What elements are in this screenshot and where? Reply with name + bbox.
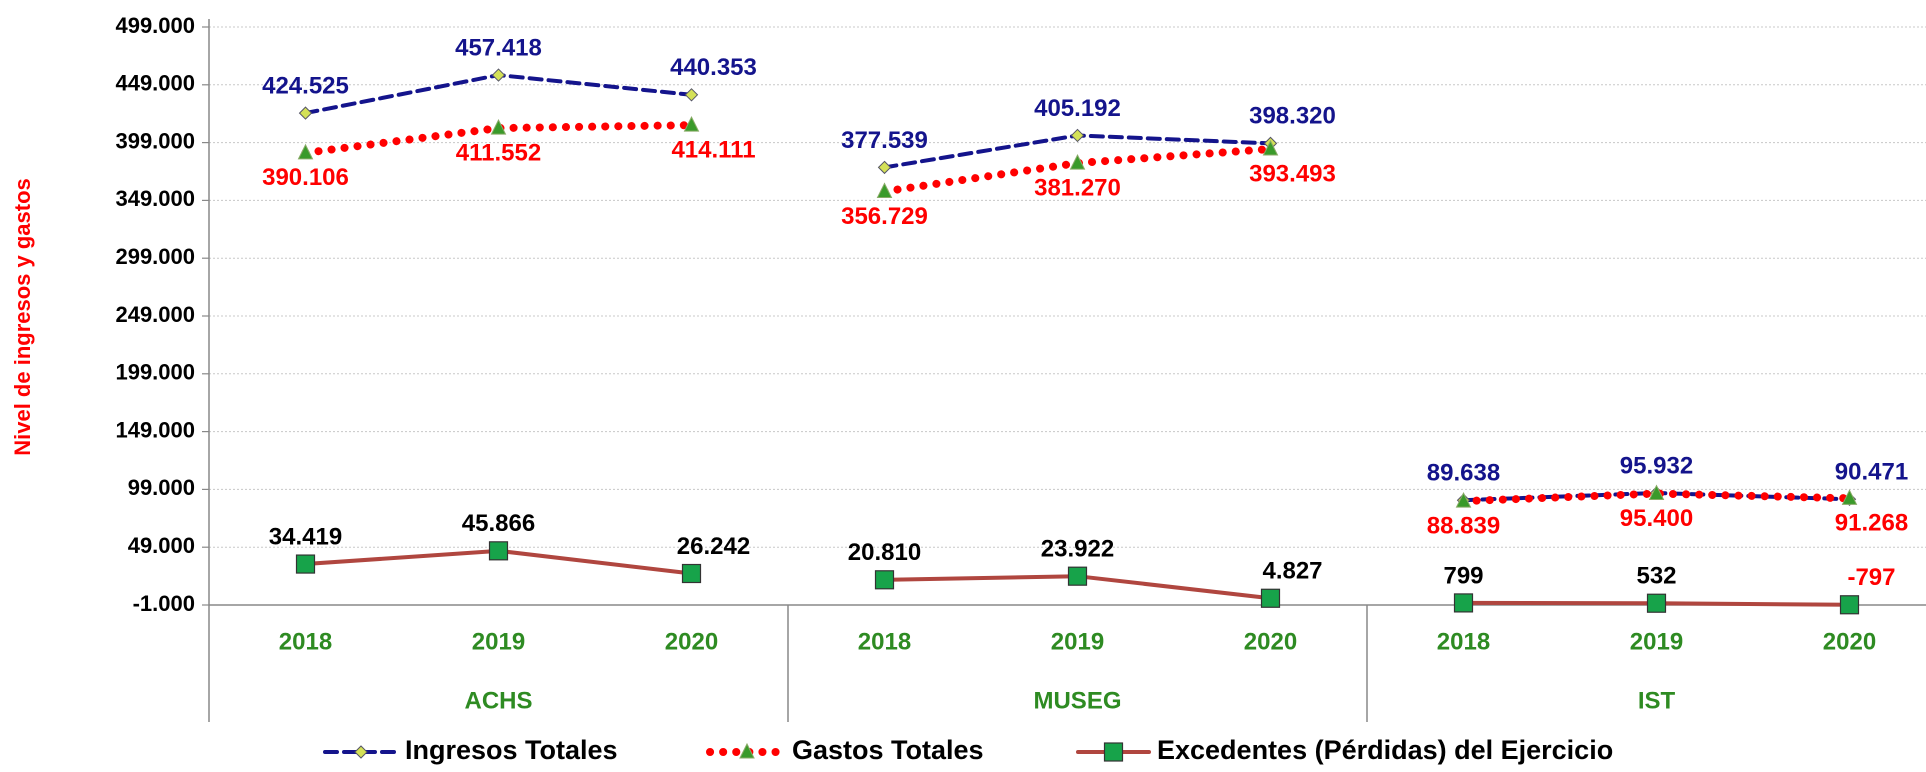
data-label: 398.320 xyxy=(1249,103,1336,130)
marker xyxy=(1648,484,1665,501)
x-tick-label: 2019 xyxy=(1051,628,1104,655)
marker xyxy=(684,88,699,102)
y-tick-label: 199.000 xyxy=(115,360,195,385)
marker xyxy=(681,563,702,584)
data-label: 34.419 xyxy=(269,523,342,550)
legend-label: Excedentes (Pérdidas) del Ejercicio xyxy=(1157,735,1613,765)
marker xyxy=(295,554,316,574)
data-label: 411.552 xyxy=(456,139,541,166)
marker xyxy=(488,541,509,561)
data-label: 26.242 xyxy=(677,533,750,560)
data-label: 356.729 xyxy=(841,203,928,230)
data-label: 23.922 xyxy=(1041,536,1114,563)
group-label: MUSEG xyxy=(1033,687,1121,714)
data-label: 91.268 xyxy=(1835,510,1908,537)
data-label: 89.638 xyxy=(1427,460,1500,487)
data-label: 88.839 xyxy=(1427,512,1500,539)
data-label: 405.192 xyxy=(1034,95,1121,122)
marker xyxy=(354,745,368,759)
x-tick-label: 2019 xyxy=(1630,628,1683,655)
x-tick-label: 2018 xyxy=(279,628,332,655)
data-label: -797 xyxy=(1847,564,1895,591)
y-tick-label: 349.000 xyxy=(115,186,195,211)
x-tick-label: 2018 xyxy=(858,628,911,655)
data-label: 440.353 xyxy=(670,54,757,81)
x-tick-label: 2020 xyxy=(665,628,718,655)
legend-label: Gastos Totales xyxy=(792,735,984,765)
data-label: 95.932 xyxy=(1620,452,1693,479)
y-tick-label: 399.000 xyxy=(115,128,195,153)
marker xyxy=(1455,492,1472,508)
group-label: IST xyxy=(1638,687,1676,714)
data-label: 95.400 xyxy=(1620,505,1693,532)
data-label: 90.471 xyxy=(1835,459,1908,486)
y-tick-label: 99.000 xyxy=(128,475,195,500)
data-label: 532 xyxy=(1636,563,1676,590)
data-label: 393.493 xyxy=(1249,160,1336,187)
data-label: 377.539 xyxy=(841,127,928,154)
y-axis-title: Nivel de ingresos y gastos xyxy=(10,178,35,456)
marker xyxy=(298,106,313,120)
x-tick-label: 2020 xyxy=(1823,628,1876,655)
data-label: 799 xyxy=(1443,562,1483,589)
marker xyxy=(1262,139,1279,156)
marker xyxy=(1070,128,1085,143)
data-label: 424.525 xyxy=(262,72,349,99)
y-tick-label: 499.000 xyxy=(115,13,195,38)
y-tick-label: -1.000 xyxy=(133,591,195,616)
group-label: ACHS xyxy=(464,687,532,714)
marker xyxy=(1646,593,1667,613)
marker xyxy=(490,118,507,135)
data-label: 20.810 xyxy=(848,539,921,566)
marker xyxy=(683,116,700,132)
marker xyxy=(1839,595,1860,615)
marker xyxy=(1067,566,1088,586)
marker xyxy=(1103,742,1124,762)
marker xyxy=(877,160,892,175)
marker xyxy=(876,182,893,198)
data-label: 45.866 xyxy=(462,510,535,537)
data-label: 381.270 xyxy=(1034,174,1121,201)
y-tick-label: 449.000 xyxy=(115,71,195,96)
data-label: 4.827 xyxy=(1262,558,1322,585)
y-tick-label: 249.000 xyxy=(115,302,195,327)
marker xyxy=(1069,153,1086,170)
x-tick-label: 2020 xyxy=(1244,628,1297,655)
marker xyxy=(491,68,506,82)
marker xyxy=(874,570,895,590)
marker xyxy=(297,143,314,160)
marker xyxy=(739,742,755,759)
x-tick-label: 2018 xyxy=(1437,628,1490,655)
data-label: 457.418 xyxy=(455,34,542,61)
marker xyxy=(1841,489,1858,505)
marker xyxy=(1453,593,1474,613)
x-tick-label: 2019 xyxy=(472,628,525,655)
marker xyxy=(1260,588,1281,608)
y-tick-label: 299.000 xyxy=(115,244,195,269)
y-tick-label: 49.000 xyxy=(128,533,195,558)
data-label: 390.106 xyxy=(262,164,349,191)
legend-label: Ingresos Totales xyxy=(405,735,618,765)
data-label: 414.111 xyxy=(671,136,755,163)
y-tick-label: 149.000 xyxy=(115,417,195,442)
